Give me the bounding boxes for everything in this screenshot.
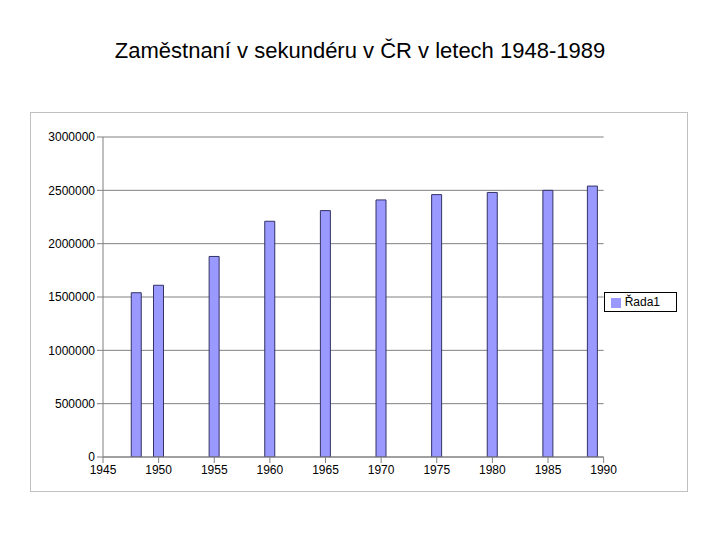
svg-text:0: 0 <box>88 450 95 464</box>
svg-text:1955: 1955 <box>201 463 228 477</box>
svg-text:500000: 500000 <box>55 397 95 411</box>
svg-text:1950: 1950 <box>145 463 172 477</box>
svg-text:2500000: 2500000 <box>48 184 95 198</box>
svg-text:1945: 1945 <box>90 463 117 477</box>
svg-text:1990: 1990 <box>590 463 617 477</box>
svg-text:1960: 1960 <box>257 463 284 477</box>
svg-text:1000000: 1000000 <box>48 344 95 358</box>
svg-text:1500000: 1500000 <box>48 290 95 304</box>
svg-text:1985: 1985 <box>535 463 562 477</box>
svg-text:1970: 1970 <box>368 463 395 477</box>
svg-text:2000000: 2000000 <box>48 237 95 251</box>
svg-text:1980: 1980 <box>479 463 506 477</box>
svg-text:1965: 1965 <box>312 463 339 477</box>
html-text:Řada1: Řada1 <box>624 295 660 309</box>
html-text:Zaměstnaní v sekundéru v ČR v: Zaměstnaní v sekundéru v ČR v letech 194… <box>114 38 606 63</box>
svg-text:1975: 1975 <box>423 463 450 477</box>
svg-text:3000000: 3000000 <box>48 130 95 144</box>
